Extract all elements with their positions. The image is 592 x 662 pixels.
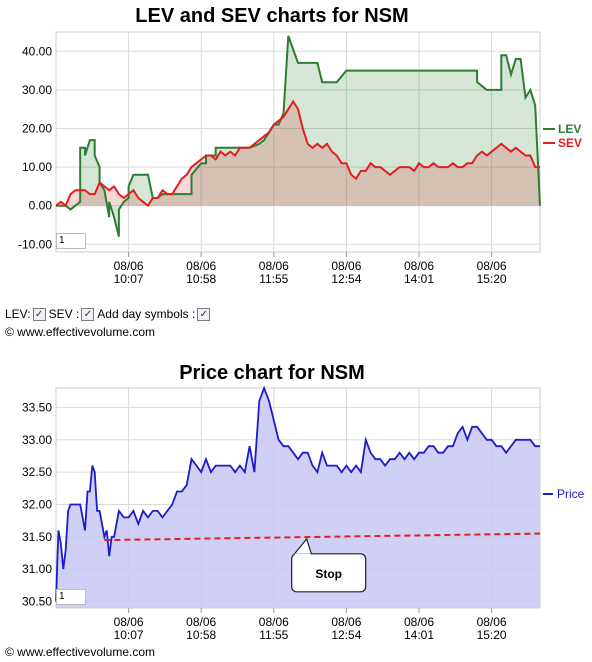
lev-zoom-input[interactable]: 1 — [56, 233, 86, 249]
x-tick-time-label: 14:01 — [404, 628, 434, 642]
y-tick-label: 31.00 — [22, 562, 52, 576]
y-tick-label: -10.00 — [18, 237, 52, 251]
x-tick-date-label: 08/06 — [259, 259, 289, 273]
price-line — [55, 385, 540, 602]
stop-callout-label: Stop — [315, 567, 342, 581]
price-area — [56, 388, 540, 608]
x-tick-date-label: 08/06 — [331, 615, 361, 629]
copyright-price: © www.effectivevolume.com — [5, 645, 156, 659]
y-tick-label: 0.00 — [29, 199, 53, 213]
x-tick-date-label: 08/06 — [477, 615, 507, 629]
sev-area — [56, 101, 540, 206]
sev-toggle-label: SEV : — [48, 307, 80, 321]
x-tick-time-label: 10:58 — [186, 272, 216, 286]
stop-callout-box — [291, 553, 367, 593]
sev-legend-label: SEV — [558, 136, 582, 150]
x-tick-date-label: 08/06 — [186, 615, 216, 629]
lev-checkbox[interactable]: ✓ — [32, 307, 46, 321]
x-tick-date-label: 08/06 — [114, 615, 144, 629]
y-tick-label: 20.00 — [22, 121, 52, 135]
x-tick-date-label: 08/06 — [477, 259, 507, 273]
x-tick-time-label: 15:20 — [477, 628, 507, 642]
day-symbols-label: Add day symbols : — [97, 307, 196, 321]
y-tick-label: 32.50 — [22, 465, 52, 479]
lev-area — [56, 35, 540, 237]
price-chart-title: Price chart for NSM — [179, 362, 365, 384]
x-tick-time-label: 11:55 — [259, 628, 288, 642]
stop-line — [104, 532, 541, 542]
plot-area — [55, 31, 541, 253]
x-tick-date-label: 08/06 — [186, 259, 216, 273]
x-tick-date-label: 08/06 — [331, 259, 361, 273]
y-tick-label: 33.00 — [22, 433, 52, 447]
y-tick-label: 10.00 — [22, 160, 52, 174]
y-tick-label: 40.00 — [22, 44, 52, 58]
x-tick-time-label: 12:54 — [331, 272, 361, 286]
chart-controls: LEV: ✓ SEV : ✓ Add day symbols : ✓ — [5, 307, 213, 321]
x-tick-date-label: 08/06 — [404, 259, 434, 273]
y-tick-label: 31.50 — [22, 530, 52, 544]
x-tick-date-label: 08/06 — [259, 615, 289, 629]
copyright-lev: © www.effectivevolume.com — [5, 325, 156, 339]
lev-sev-chart: -10.000.0010.0020.0030.0040.0008/0610:07… — [18, 31, 582, 286]
x-tick-time-label: 11:55 — [259, 272, 288, 286]
price-zoom-input[interactable]: 1 — [56, 589, 86, 605]
price-chart: 30.50 31.00 31.50 32.00 32.50 33.00 33.50 08/06… — [22, 385, 585, 642]
x-tick-time-label: 10:07 — [114, 628, 144, 642]
day-symbols-checkbox[interactable]: ✓ — [197, 307, 211, 321]
x-tick-time-label: 10:58 — [186, 628, 216, 642]
sev-checkbox[interactable]: ✓ — [81, 307, 95, 321]
y-tick-label: 32.00 — [22, 497, 52, 511]
price-legend-label: Price — [557, 487, 585, 501]
x-tick-date-label: 08/06 — [404, 615, 434, 629]
y-tick-label: 33.50 — [22, 400, 52, 414]
x-tick-time-label: 14:01 — [404, 272, 434, 286]
lev-chart-title: LEV and SEV charts for NSM — [135, 5, 409, 27]
y-tick-label: 30.00 — [22, 83, 52, 97]
x-tick-date-label: 08/06 — [114, 259, 144, 273]
sev-line — [55, 99, 540, 208]
x-tick-time-label: 12:54 — [331, 628, 361, 642]
lev-toggle-label: LEV: — [5, 307, 31, 321]
y-tick-label: 30.50 — [22, 595, 52, 609]
lev-legend-label: LEV — [558, 122, 581, 136]
x-tick-time-label: 15:20 — [477, 272, 507, 286]
x-tick-time-label: 10:07 — [114, 272, 144, 286]
